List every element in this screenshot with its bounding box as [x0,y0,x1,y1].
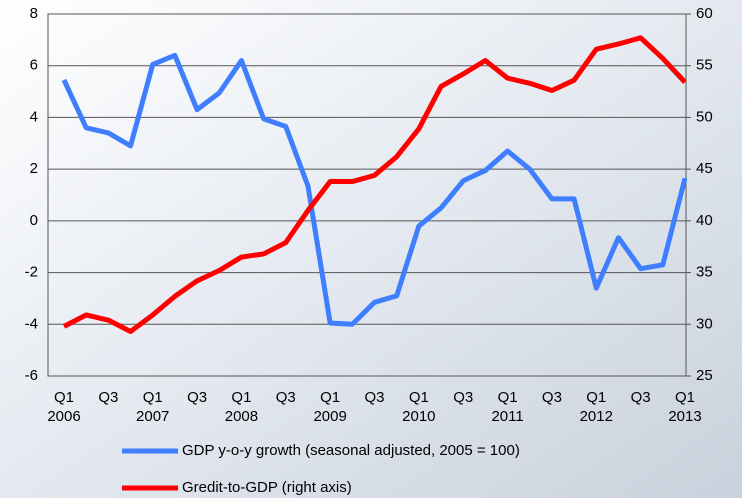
x-tick-label: Q3 [276,389,296,406]
y2-tick-label: 55 [696,57,713,74]
x-tick-label: Q3 [187,389,207,406]
legend-label: GDP y-o-y growth (seasonal adjusted, 200… [182,442,520,459]
series-line [61,52,688,327]
y2-tick-label: 45 [696,160,713,177]
x-tick-label: Q1 2012 [580,389,613,425]
series-line [62,35,687,335]
y2-tick-label: 30 [696,315,713,332]
x-tick-label: Q1 2010 [402,389,435,425]
x-tick-label: Q3 [453,389,473,406]
x-tick-label: Q1 2008 [225,389,258,425]
y-tick-label: 4 [30,108,38,125]
x-tick-label: Q1 2007 [136,389,169,425]
x-tick-label: Q3 [98,389,118,406]
x-tick-label: Q3 [631,389,651,406]
y-tick-label: 8 [30,5,38,22]
y-tick-label: -4 [25,315,38,332]
y2-tick-label: 40 [696,212,713,229]
y2-tick-label: 60 [696,5,713,22]
x-tick-label: Q1 2009 [313,389,346,425]
y2-tick-label: 35 [696,264,713,281]
y-tick-label: -2 [25,264,38,281]
y-tick-label: 2 [30,160,38,177]
y2-tick-label: 25 [696,367,713,384]
y2-tick-label: 50 [696,108,713,125]
x-tick-label: Q1 2013 [668,389,701,425]
y-tick-label: 0 [30,212,38,229]
x-tick-label: Q3 [364,389,384,406]
y-tick-label: 6 [30,57,38,74]
x-tick-label: Q1 2011 [491,389,523,425]
x-tick-label: Q3 [542,389,562,406]
y-tick-label: -6 [25,367,38,384]
legend-label: Gredit-to-GDP (right axis) [182,479,352,496]
x-tick-label: Q1 2006 [47,389,80,425]
